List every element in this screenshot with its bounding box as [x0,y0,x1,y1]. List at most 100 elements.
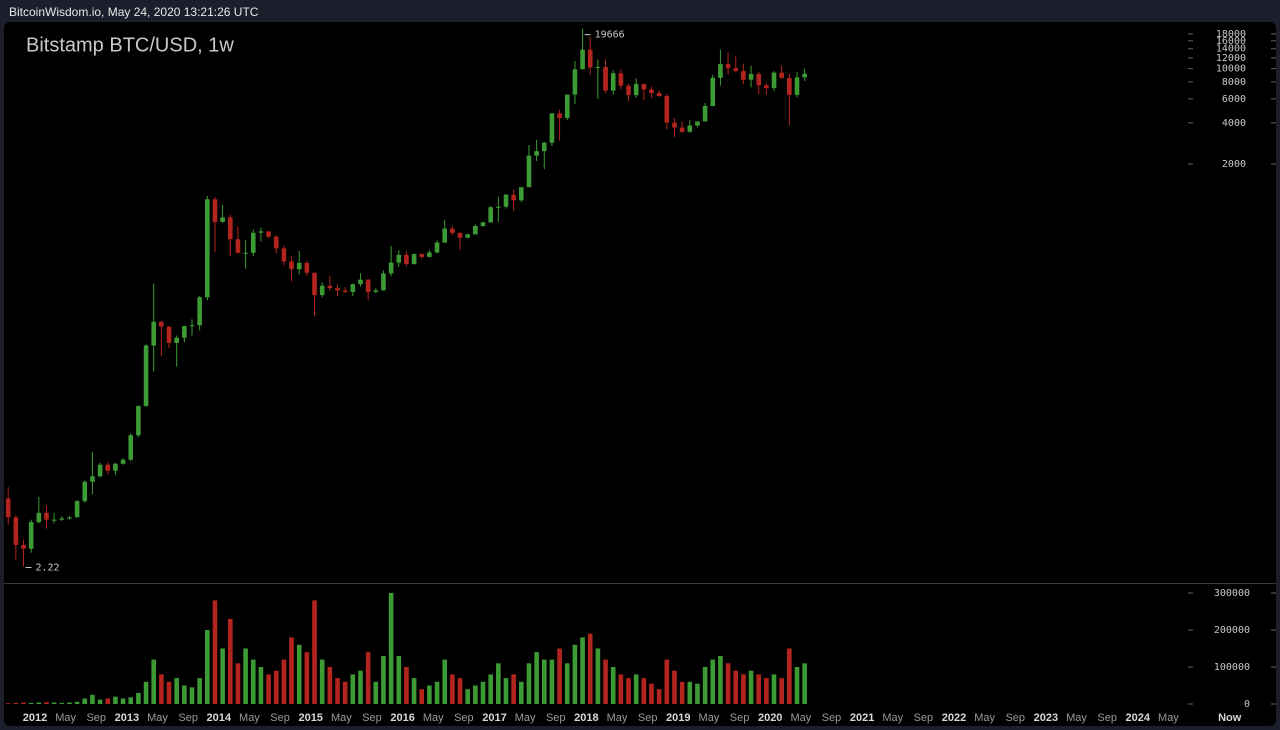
y-tick-label: 2000 [1222,159,1246,170]
volume-bar [151,659,157,704]
candle-body [633,83,639,96]
candle-body [327,285,333,289]
x-tick-label: May [55,712,76,724]
volume-bar [679,681,685,704]
candle-body [764,85,769,89]
volume-bar [687,681,693,704]
volume-bar [289,637,294,704]
volume-bar [702,666,708,704]
volume-bar [51,702,57,704]
volume-bar [710,659,716,704]
volume-bar [549,659,555,704]
candle-body [526,155,532,188]
x-tick-label: Sep [546,712,566,724]
candle-body [113,463,118,471]
x-tick-label: May [1158,712,1179,724]
volume-bar [794,666,800,704]
volume-bar [197,678,202,704]
candle-body [13,517,19,545]
y-tick-label: 12000 [1216,53,1246,64]
candle-body [534,151,539,156]
candle-body [733,68,739,72]
volume-bar [603,659,608,704]
candle-body [771,72,777,89]
volume-bar [365,652,371,704]
volume-tick-label: 0 [1244,699,1250,710]
candle-body [427,252,432,257]
volume-bar [572,644,578,704]
volume-bar [396,655,402,704]
candle-body [741,71,746,80]
candle-body [541,142,547,152]
candle-body [67,517,72,519]
volume-bar [182,685,187,704]
chart-title: Bitstamp BTC/USD, 1w [26,34,234,56]
volume-bar [695,683,700,704]
candle-body [580,49,585,70]
candle-body [235,239,241,253]
volume-bar [427,685,432,704]
volume-bar [59,702,65,704]
candle-body [243,252,248,254]
volume-bar [113,696,118,704]
volume-bar [465,689,470,704]
candle-body [748,73,754,80]
candle-body [5,498,11,518]
volume-bar [281,659,287,704]
volume-bar [787,648,792,704]
x-tick-label: 2017 [482,712,506,724]
volume-bar [358,670,363,704]
chart-panel [4,22,1276,726]
x-tick-label: 2015 [298,712,322,724]
volume-bar [541,659,547,704]
candle-body [519,187,524,201]
candle-body [564,94,570,119]
candle-body [603,66,608,91]
candle-body [205,199,210,298]
candle-body [182,326,187,338]
candle-body [227,217,233,240]
volume-bar [779,678,784,704]
volume-bar [44,702,49,704]
volume-bar [496,663,501,704]
candle-body [725,64,731,69]
high-annotation: 19666 [595,30,625,41]
candle-body [442,228,448,243]
volume-bar [725,663,731,704]
volume-bar [120,698,126,704]
candle-body [503,194,509,207]
x-tick-label: 2024 [1126,712,1151,724]
volume-bar [335,678,340,704]
volume-bar [212,600,218,704]
volume-bar [74,701,80,704]
candle-body [388,262,394,274]
volume-bar [411,678,417,704]
candle-body [220,217,225,222]
x-tick-label: Sep [86,712,106,724]
volume-bar [618,674,624,704]
candle-body [641,83,647,90]
volume-bar [243,648,248,704]
candle-body [404,254,409,265]
volume-bar [312,600,317,704]
candle-body [618,73,624,86]
volume-bar [564,663,570,704]
candle-body [626,85,631,96]
volume-bar [488,674,493,704]
volume-bar [503,678,509,704]
candle-body [105,464,111,471]
volume-bar [373,681,379,704]
candle-body [756,73,762,86]
candle-body [159,321,164,327]
volume-bar [97,699,103,704]
x-tick-label: May [699,712,720,724]
x-tick-label: May [790,712,811,724]
y-tick-label: 18000 [1216,29,1246,40]
candle-body [434,242,440,253]
volume-tick-label: 300000 [1214,588,1250,599]
candle-body [411,254,417,265]
volume-bar [304,652,310,704]
volume-bar [771,674,777,704]
x-tick-label: Sep [730,712,750,724]
